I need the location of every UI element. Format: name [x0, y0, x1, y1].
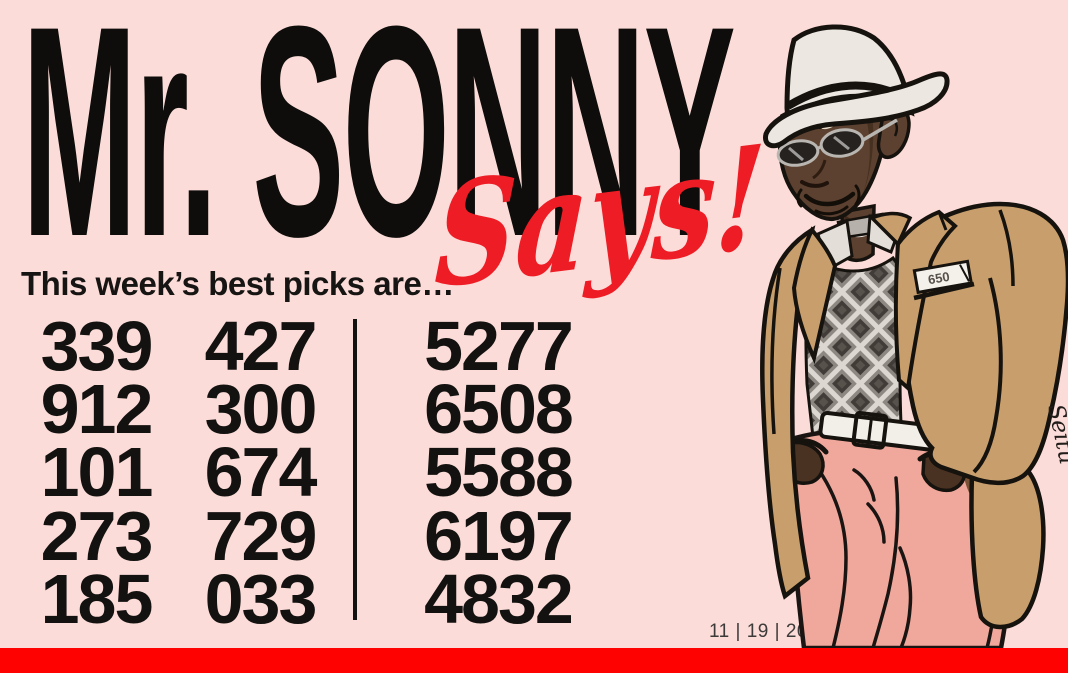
ticket-number: 650 [927, 269, 951, 288]
pick-number: 185 [40, 560, 154, 639]
pick-number: 4832 [424, 560, 574, 639]
pick-number: 912 [40, 370, 154, 449]
pick-number: 6197 [424, 496, 574, 575]
pick-number: 5277 [424, 306, 574, 385]
fedora-hat [763, 24, 950, 149]
sunglasses [776, 118, 898, 167]
mr-sonny-character: 650 [760, 24, 1068, 648]
picks-intro: This week’s best picks are… [21, 265, 454, 302]
pocket-ticket: 650 [912, 259, 974, 295]
mr-sonny-illustration: 650 [760, 24, 1068, 648]
pick-number: 6508 [424, 370, 574, 449]
pick-number: 273 [40, 496, 154, 575]
picks-column-1: 339 912 101 273 185 [30, 306, 162, 639]
smile [803, 191, 856, 207]
pick-number: 300 [204, 370, 318, 449]
pick-number: 5588 [424, 433, 574, 512]
pick-number: 033 [204, 560, 318, 639]
pick-number: 427 [204, 306, 318, 385]
head [763, 24, 950, 222]
pick-number: 339 [40, 306, 154, 385]
picks-column-3: 5277 6508 5588 6197 4832 [408, 306, 588, 639]
pick-number: 729 [204, 496, 318, 575]
bottom-red-bar [0, 648, 1068, 673]
tan-jacket: 650 [760, 201, 1068, 630]
pick-number: 674 [204, 433, 318, 512]
masthead-script-says: Says! [431, 114, 769, 322]
masthead-title: Mr. SONNY [22, 0, 736, 299]
picks-column-2: 427 300 674 729 033 [194, 306, 326, 639]
picks-divider [353, 319, 357, 620]
pick-number: 101 [40, 433, 154, 512]
